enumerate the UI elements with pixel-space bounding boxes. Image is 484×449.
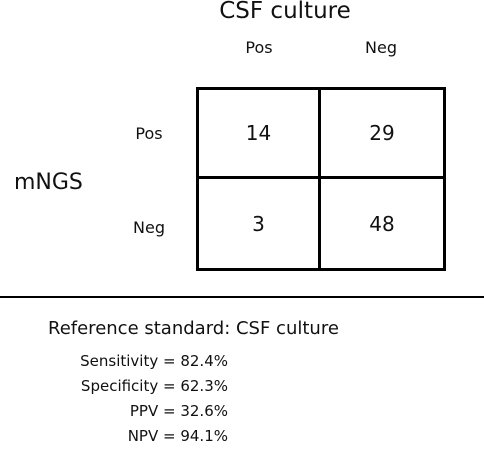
- ppv-text: PPV = 32.6%: [129, 402, 228, 420]
- cell-pos-neg: 29: [321, 90, 443, 179]
- cell-pos-pos: 14: [199, 90, 321, 179]
- confusion-matrix: 14 29 3 48: [196, 87, 446, 271]
- reference-standard-title: Reference standard: CSF culture: [48, 318, 339, 339]
- column-header-neg: Neg: [365, 38, 397, 57]
- row-header-pos: Pos: [135, 124, 163, 143]
- section-divider: [0, 296, 484, 298]
- cell-neg-neg: 48: [369, 211, 395, 236]
- row-header-neg: Neg: [133, 218, 165, 237]
- column-title: CSF culture: [219, 0, 351, 24]
- cell-neg-pos: 3: [199, 179, 321, 268]
- specificity-text: Specificity = 62.3%: [80, 377, 228, 395]
- column-header-pos: Pos: [245, 38, 273, 57]
- row-title: mNGS: [14, 170, 83, 195]
- sensitivity-text: Sensitivity = 82.4%: [80, 352, 228, 370]
- npv-text: NPV = 94.1%: [127, 427, 228, 445]
